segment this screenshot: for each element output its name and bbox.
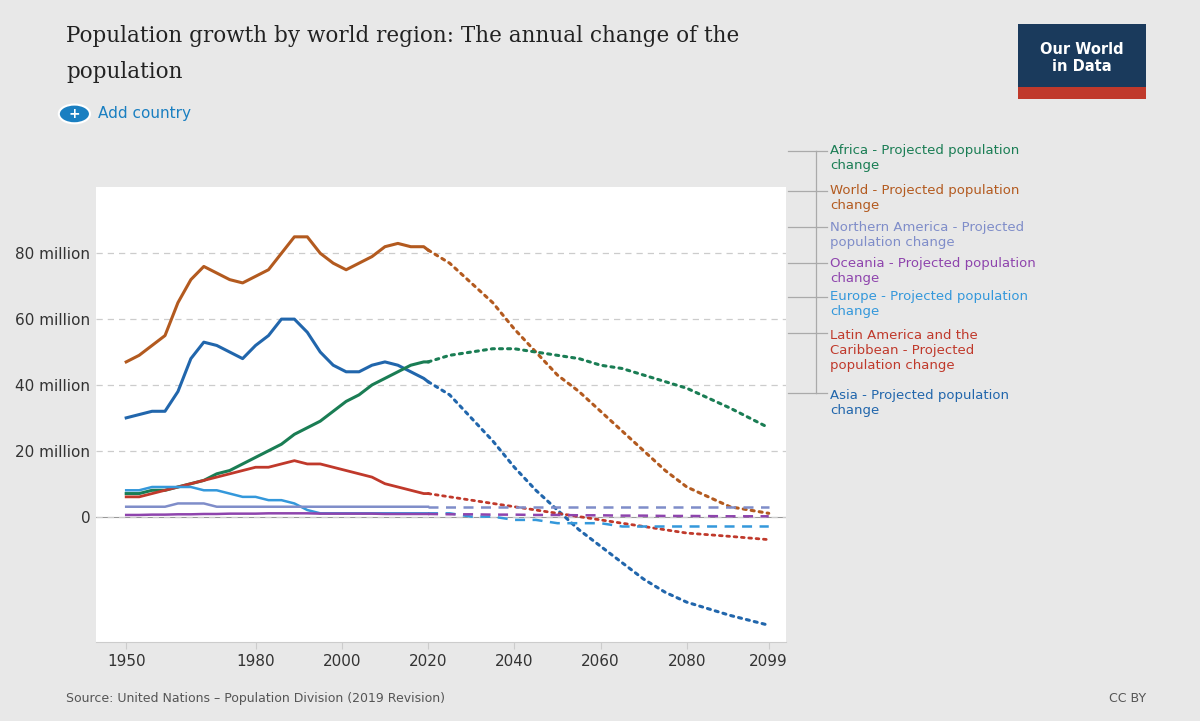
Text: Add country: Add country [98, 107, 192, 121]
Text: Asia - Projected population
change: Asia - Projected population change [830, 389, 1009, 417]
Text: Population growth by world region: The annual change of the: Population growth by world region: The a… [66, 25, 739, 48]
Text: +: + [68, 107, 80, 121]
Text: World - Projected population
change: World - Projected population change [830, 184, 1020, 212]
Text: Northern America - Projected
population change: Northern America - Projected population … [830, 221, 1025, 249]
Text: Oceania - Projected population
change: Oceania - Projected population change [830, 257, 1036, 286]
Text: population: population [66, 61, 182, 84]
Text: CC BY: CC BY [1109, 692, 1146, 705]
Text: Source: United Nations – Population Division (2019 Revision): Source: United Nations – Population Divi… [66, 692, 445, 705]
Text: Europe - Projected population
change: Europe - Projected population change [830, 290, 1028, 318]
Text: Latin America and the
Caribbean - Projected
population change: Latin America and the Caribbean - Projec… [830, 329, 978, 373]
Text: Africa - Projected population
change: Africa - Projected population change [830, 144, 1020, 172]
Text: Our World
in Data: Our World in Data [1040, 42, 1123, 74]
